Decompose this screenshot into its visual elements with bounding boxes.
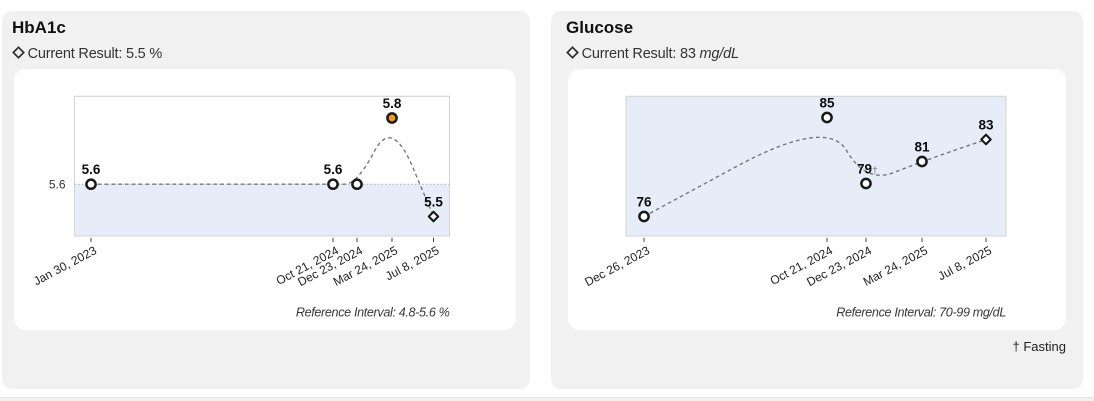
svg-text:5.8: 5.8 (382, 95, 401, 110)
svg-text:81: 81 (914, 139, 930, 154)
svg-text:Jan 30, 2023: Jan 30, 2023 (31, 243, 99, 288)
svg-text:79: 79 (857, 161, 872, 176)
svg-text:5.6: 5.6 (323, 162, 342, 177)
svg-text:5.6: 5.6 (48, 177, 65, 191)
svg-text:5.6: 5.6 (81, 162, 100, 177)
svg-text:Reference Interval: 4.8-5.6 %: Reference Interval: 4.8-5.6 % (295, 305, 449, 319)
svg-text:83: 83 (978, 117, 994, 132)
svg-text:85: 85 (819, 95, 835, 110)
svg-text:5.5: 5.5 (424, 194, 443, 209)
svg-text:†: † (872, 164, 878, 176)
svg-text:Dec 26, 2023: Dec 26, 2023 (582, 243, 652, 289)
svg-text:Mar 24, 2025: Mar 24, 2025 (861, 243, 930, 289)
svg-text:Reference Interval: 70-99 mg/d: Reference Interval: 70-99 mg/dL (836, 305, 1006, 319)
svg-text:76: 76 (636, 194, 652, 209)
svg-text:Jul 8, 2025: Jul 8, 2025 (935, 243, 994, 283)
